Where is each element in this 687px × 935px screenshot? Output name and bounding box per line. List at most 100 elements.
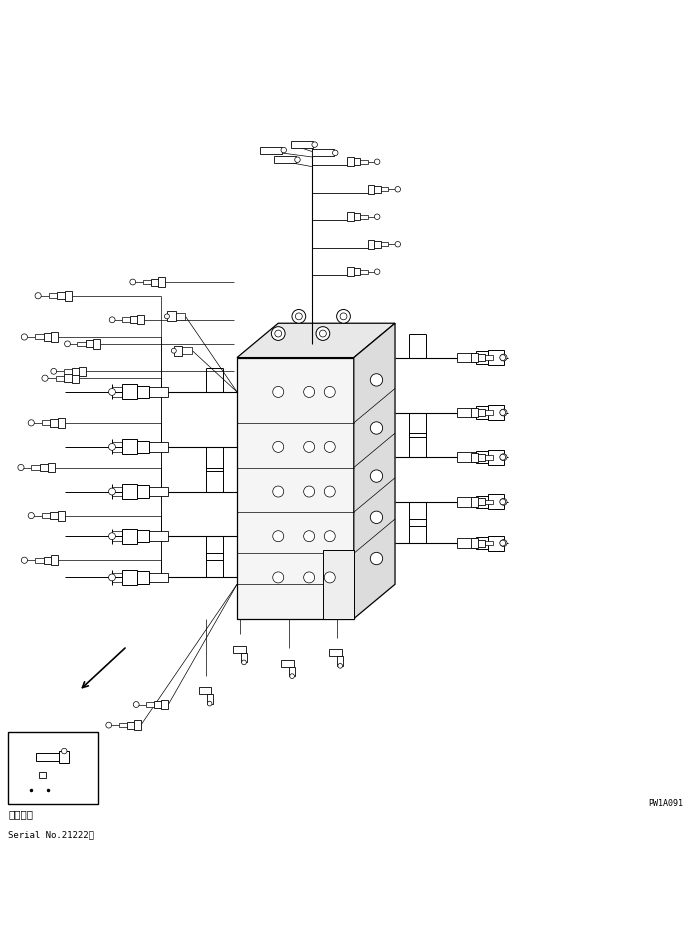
Bar bbox=[42, 513, 52, 518]
Bar bbox=[135, 571, 149, 583]
Bar bbox=[359, 160, 368, 164]
Bar bbox=[42, 421, 52, 425]
Bar bbox=[43, 333, 52, 340]
Bar bbox=[457, 352, 477, 363]
Circle shape bbox=[290, 674, 295, 679]
Circle shape bbox=[18, 465, 24, 470]
Circle shape bbox=[338, 664, 343, 669]
Circle shape bbox=[171, 348, 177, 353]
Circle shape bbox=[324, 486, 335, 497]
Circle shape bbox=[28, 420, 34, 426]
Bar bbox=[32, 465, 41, 470]
Circle shape bbox=[109, 443, 115, 451]
Circle shape bbox=[324, 386, 335, 397]
Circle shape bbox=[500, 539, 507, 546]
Bar bbox=[161, 699, 168, 709]
Bar bbox=[476, 539, 484, 547]
Circle shape bbox=[312, 142, 317, 148]
Bar bbox=[289, 667, 295, 676]
Circle shape bbox=[109, 574, 115, 581]
Circle shape bbox=[333, 151, 338, 155]
Bar bbox=[148, 531, 168, 541]
Bar bbox=[471, 539, 477, 548]
Circle shape bbox=[324, 441, 335, 453]
Bar bbox=[380, 187, 388, 192]
Circle shape bbox=[109, 317, 115, 323]
Circle shape bbox=[51, 368, 56, 374]
Text: 適用号機: 適用号機 bbox=[8, 810, 33, 820]
Bar bbox=[43, 556, 52, 564]
Circle shape bbox=[304, 572, 315, 583]
Circle shape bbox=[395, 241, 401, 247]
Circle shape bbox=[164, 314, 170, 319]
Circle shape bbox=[28, 512, 34, 519]
Bar bbox=[471, 497, 477, 507]
Bar bbox=[484, 540, 493, 545]
Bar bbox=[488, 450, 504, 465]
Bar bbox=[476, 354, 484, 361]
Circle shape bbox=[500, 410, 507, 416]
Bar bbox=[51, 332, 58, 342]
Bar bbox=[38, 771, 45, 778]
Bar bbox=[135, 530, 149, 542]
Circle shape bbox=[500, 453, 507, 461]
Circle shape bbox=[395, 186, 401, 192]
Bar bbox=[119, 723, 128, 727]
Polygon shape bbox=[237, 357, 354, 619]
Bar bbox=[122, 528, 137, 544]
Circle shape bbox=[340, 313, 347, 320]
Circle shape bbox=[370, 374, 383, 386]
Bar bbox=[380, 242, 388, 247]
Bar bbox=[368, 185, 374, 194]
Bar bbox=[51, 555, 58, 565]
Bar bbox=[347, 157, 354, 166]
Bar bbox=[368, 240, 374, 249]
Polygon shape bbox=[354, 324, 395, 619]
Bar bbox=[471, 453, 477, 462]
Bar bbox=[199, 687, 212, 695]
Circle shape bbox=[500, 498, 507, 505]
Bar bbox=[352, 213, 360, 220]
Bar bbox=[241, 653, 247, 662]
Bar bbox=[86, 340, 93, 347]
Bar bbox=[281, 660, 294, 667]
Circle shape bbox=[324, 531, 335, 541]
Circle shape bbox=[109, 389, 115, 396]
Bar bbox=[122, 318, 131, 323]
Circle shape bbox=[295, 157, 300, 163]
Bar bbox=[233, 646, 246, 653]
Bar bbox=[78, 341, 87, 346]
Bar bbox=[484, 410, 493, 415]
Bar bbox=[135, 440, 149, 453]
Bar bbox=[56, 376, 65, 381]
Bar bbox=[93, 339, 100, 349]
Polygon shape bbox=[323, 550, 354, 619]
Bar bbox=[347, 267, 354, 276]
Bar bbox=[57, 292, 66, 299]
Bar bbox=[337, 656, 343, 666]
Circle shape bbox=[370, 511, 383, 524]
Circle shape bbox=[370, 470, 383, 482]
Bar bbox=[148, 387, 168, 396]
Circle shape bbox=[242, 660, 247, 665]
Bar bbox=[158, 278, 165, 287]
Bar bbox=[373, 186, 381, 193]
Bar bbox=[64, 369, 73, 374]
Bar bbox=[148, 487, 168, 496]
Circle shape bbox=[273, 441, 284, 453]
Circle shape bbox=[61, 748, 67, 754]
Bar bbox=[274, 156, 296, 164]
Text: Serial No.21222～: Serial No.21222～ bbox=[8, 830, 94, 840]
Circle shape bbox=[273, 572, 284, 583]
Bar bbox=[36, 753, 60, 761]
Circle shape bbox=[499, 540, 506, 546]
Bar bbox=[484, 499, 493, 504]
Bar bbox=[58, 511, 65, 521]
Circle shape bbox=[319, 330, 326, 337]
Bar bbox=[373, 241, 381, 248]
Bar bbox=[476, 451, 490, 464]
Bar bbox=[359, 269, 368, 274]
Bar bbox=[488, 350, 504, 366]
Bar bbox=[352, 268, 360, 275]
Bar bbox=[471, 352, 477, 362]
